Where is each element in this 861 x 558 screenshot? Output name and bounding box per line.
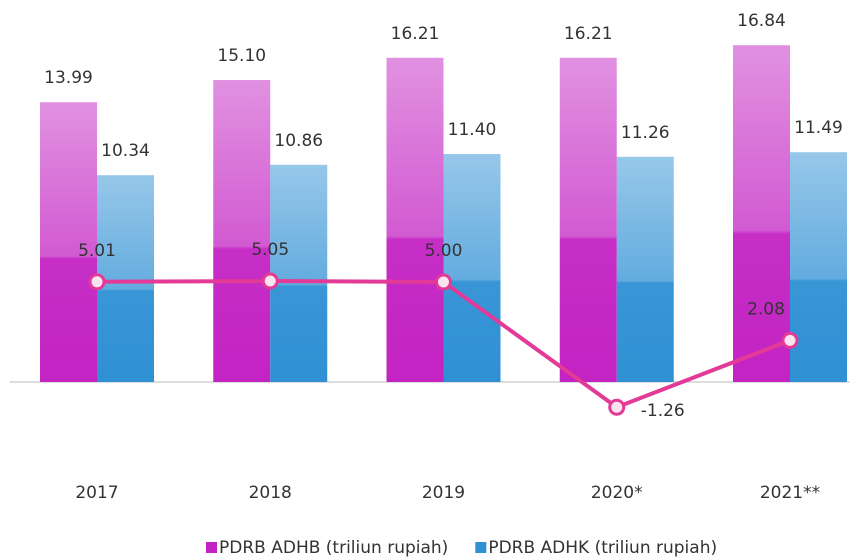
x-tick-label: 2019 xyxy=(422,483,465,503)
bar-label: 11.40 xyxy=(448,120,497,140)
bar xyxy=(213,80,271,382)
x-tick-label: 2018 xyxy=(249,483,292,503)
bar xyxy=(616,156,674,382)
line-label: 5.00 xyxy=(425,241,463,261)
bar xyxy=(443,154,501,382)
bar xyxy=(270,164,328,382)
bar xyxy=(559,57,617,383)
bar xyxy=(40,102,97,382)
bar-label: 15.10 xyxy=(217,46,266,66)
line-point xyxy=(781,331,799,349)
bar-label: 16.84 xyxy=(737,11,786,31)
line-label: -1.26 xyxy=(641,401,685,421)
bar-label: 16.21 xyxy=(391,24,440,44)
bar-label: 11.26 xyxy=(621,123,670,143)
x-tick-label: 2021** xyxy=(760,483,820,503)
line-point xyxy=(608,398,626,416)
bar xyxy=(97,175,154,382)
bar-label: 10.34 xyxy=(101,141,150,161)
bar xyxy=(733,45,790,382)
bar-label: 10.86 xyxy=(274,131,323,151)
legend-swatch xyxy=(475,542,487,553)
line-point xyxy=(435,273,452,291)
legend-label: PDRB ADHB (triliun rupiah) xyxy=(219,538,448,558)
bar-label: 16.21 xyxy=(564,24,613,44)
bar-label: 13.99 xyxy=(44,68,93,88)
bar-label: 11.49 xyxy=(794,118,843,138)
legend-swatch xyxy=(206,542,217,553)
line-label: 5.01 xyxy=(78,241,116,261)
line-label: 2.08 xyxy=(747,299,785,319)
x-tick-label: 2020* xyxy=(591,483,643,503)
x-tick-label: 2017 xyxy=(75,483,118,503)
bar xyxy=(790,152,847,382)
line-point xyxy=(261,272,279,290)
line-point xyxy=(88,273,106,291)
bar xyxy=(386,57,444,383)
line-label: 5.05 xyxy=(251,240,289,260)
legend-label: PDRB ADHK (triliun rupiah) xyxy=(488,538,717,558)
